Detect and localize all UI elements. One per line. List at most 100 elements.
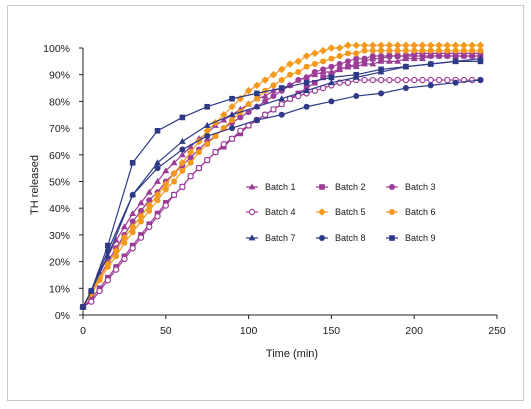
data-point [295, 77, 302, 84]
data-point [187, 154, 194, 161]
data-point [468, 76, 476, 84]
data-point [378, 90, 385, 97]
data-point [302, 52, 311, 60]
data-point [253, 81, 261, 90]
data-point [178, 137, 186, 144]
data-point [112, 266, 120, 273]
x-tick-label: 200 [405, 325, 423, 337]
y-tick-label: 50% [49, 177, 70, 189]
data-point [320, 74, 326, 81]
data-point [146, 223, 153, 231]
data-point [312, 79, 318, 86]
legend-item: Batch 3 [386, 182, 436, 192]
data-point [353, 50, 360, 57]
legend-label: Batch 6 [405, 207, 436, 217]
data-point [435, 41, 443, 50]
data-point [162, 167, 170, 174]
data-point [386, 76, 393, 84]
data-point [154, 165, 161, 172]
data-point [137, 207, 144, 214]
data-point [229, 125, 236, 132]
data-point [137, 212, 145, 221]
data-point [145, 201, 154, 210]
data-point [436, 47, 443, 54]
data-point [378, 53, 385, 60]
data-point [411, 76, 418, 84]
data-point [403, 63, 409, 70]
data-point [105, 242, 111, 249]
data-point [377, 76, 385, 84]
data-point [427, 53, 434, 60]
data-point [286, 60, 294, 68]
data-point [278, 85, 285, 91]
data-point [204, 141, 211, 148]
data-point [278, 111, 285, 118]
data-point [146, 207, 153, 214]
data-point [121, 255, 128, 263]
data-point [419, 47, 426, 54]
legend-item: Batch 2 [316, 182, 366, 192]
data-point [311, 69, 318, 76]
data-point [228, 111, 236, 118]
data-point [278, 100, 285, 108]
y-tick-label: 0% [55, 310, 70, 322]
data-point [179, 146, 186, 153]
legend-marker [319, 235, 325, 241]
data-point [460, 47, 467, 54]
data-point [195, 137, 203, 146]
data-point [195, 164, 203, 172]
series-batch-5 [79, 41, 485, 311]
data-point [170, 169, 178, 178]
legend-item: Batch 7 [246, 233, 296, 243]
legend-marker [248, 234, 256, 241]
data-point [220, 140, 227, 148]
data-point [419, 53, 426, 60]
data-point [162, 202, 169, 209]
data-point [113, 253, 120, 260]
data-point [244, 86, 253, 95]
legend-marker [319, 184, 325, 190]
data-point [88, 288, 95, 294]
data-point [353, 71, 360, 78]
data-point [179, 183, 186, 191]
data-point [245, 109, 252, 116]
data-point [212, 148, 219, 156]
data-point [410, 41, 418, 50]
data-point [303, 103, 310, 110]
legend-label: Batch 7 [265, 233, 296, 243]
data-point [203, 126, 211, 135]
data-point [477, 47, 484, 54]
data-point [452, 53, 459, 60]
data-point [426, 41, 435, 50]
data-point [262, 98, 269, 105]
data-point [237, 114, 244, 121]
legend-label: Batch 2 [335, 182, 366, 192]
data-point [360, 41, 369, 50]
data-point [460, 53, 467, 60]
data-point [451, 41, 460, 50]
data-point [303, 63, 310, 70]
data-point [335, 44, 344, 52]
data-point [444, 76, 451, 84]
data-point [120, 233, 129, 242]
data-point [320, 66, 327, 73]
data-point [186, 148, 195, 156]
data-point [418, 41, 427, 50]
legend-item: Batch 4 [246, 207, 296, 217]
data-point [369, 76, 376, 84]
data-point [427, 61, 434, 67]
data-point [261, 92, 269, 99]
data-point [137, 234, 145, 241]
data-point [393, 41, 402, 50]
y-tick-label: 90% [49, 70, 70, 82]
data-point [204, 103, 210, 110]
data-point [468, 41, 476, 50]
data-point [378, 47, 385, 54]
data-point [261, 76, 269, 84]
data-point [427, 76, 434, 84]
data-point [145, 188, 153, 195]
data-point [253, 103, 261, 110]
data-point [386, 47, 393, 54]
data-point [328, 79, 335, 86]
